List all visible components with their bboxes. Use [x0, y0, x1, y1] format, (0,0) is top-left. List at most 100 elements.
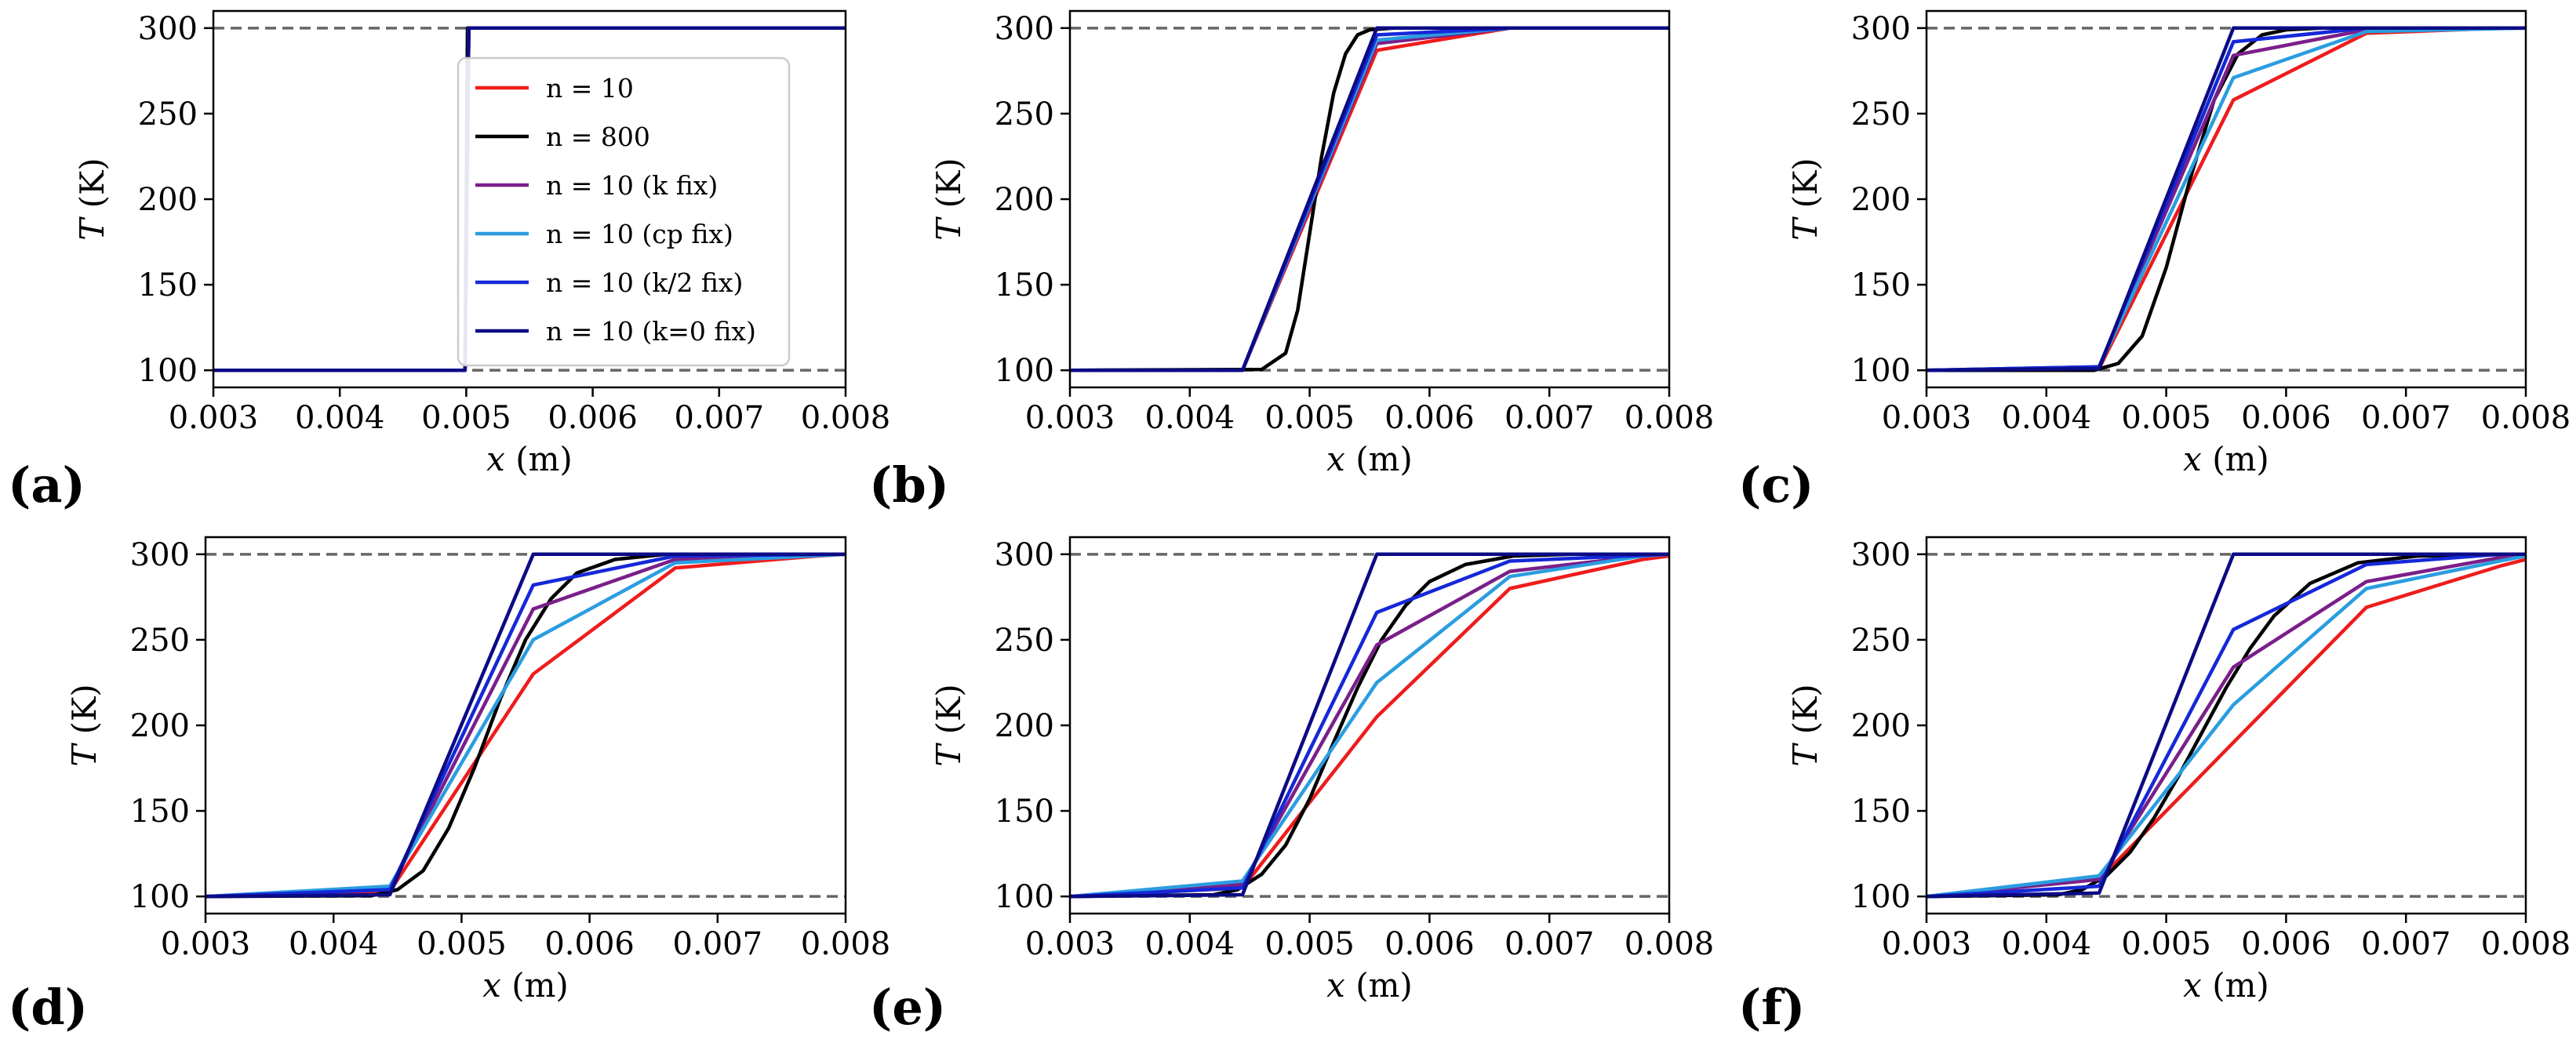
y-axis-label: T (K) [1786, 158, 1825, 241]
y-axis-label: T (K) [65, 684, 104, 767]
y-tick-label: 150 [995, 794, 1054, 830]
x-tick-label: 0.004 [1145, 400, 1235, 436]
x-tick-label: 0.007 [2361, 926, 2451, 962]
axes-frame [1925, 9, 2527, 389]
legend-entry: n = 800 [475, 122, 650, 152]
series-line-n-800 [206, 552, 846, 899]
x-tick-label: 0.005 [2121, 926, 2211, 962]
x-tick-label: 0.004 [289, 926, 379, 962]
x-tick-label: 0.006 [2241, 400, 2331, 436]
y-tick-label: 200 [1851, 708, 1911, 744]
x-tick-label: 0.008 [2481, 926, 2571, 962]
series-line-n-10 [206, 552, 846, 899]
x-axis-label: x (m) [486, 440, 573, 478]
y-tick-label: 250 [995, 623, 1054, 659]
y-tick-label: 100 [138, 353, 198, 389]
x-tick-label: 0.005 [1264, 926, 1355, 962]
y-tick-label: 250 [1851, 623, 1911, 659]
x-tick-label: 0.003 [1025, 926, 1115, 962]
y-tick-label: 200 [1851, 182, 1911, 218]
x-tick-label: 0.007 [1504, 400, 1595, 436]
y-tick-label: 100 [995, 353, 1054, 389]
legend-entry: n = 10 [475, 73, 634, 104]
axes-frame [204, 536, 847, 915]
panel-label: (d) [8, 979, 88, 1036]
legend-label: n = 10 (cp fix) [546, 219, 733, 249]
panel-label: (f) [1738, 979, 1805, 1036]
series-group [1070, 26, 1669, 372]
panel-label: (e) [869, 979, 946, 1036]
x-tick-label: 0.007 [2361, 400, 2451, 436]
y-tick-label: 200 [130, 708, 190, 744]
series-line-n-10-k-2-fix- [206, 552, 846, 899]
x-tick-label: 0.007 [1504, 926, 1595, 962]
panel-c: 0.003 0.004 0.005 0.006 0.007 0.008 100 150 200 2… [1738, 9, 2571, 514]
series-line-n-10-k-0-fix- [1927, 552, 2526, 899]
panel-d: 0.003 0.004 0.005 0.006 0.007 0.008 100 150 200 2… [8, 536, 890, 1036]
y-axis-label: T (K) [930, 158, 968, 241]
x-tick-label: 0.004 [2002, 400, 2092, 436]
series-line-n-10-k-0-fix- [206, 552, 846, 899]
x-tick-label: 0.007 [673, 926, 763, 962]
x-tick-label: 0.003 [1025, 400, 1115, 436]
y-tick-label: 250 [1851, 96, 1911, 133]
x-tick-label: 0.004 [1145, 926, 1235, 962]
y-tick-label: 300 [995, 537, 1054, 573]
panel-f: 0.003 0.004 0.005 0.006 0.007 0.008 100 150 200 2… [1738, 536, 2571, 1036]
series-line-n-800 [1927, 552, 2526, 899]
x-axis-label: x (m) [1326, 966, 1413, 1005]
y-tick-label: 150 [1851, 267, 1911, 303]
y-tick-label: 150 [1851, 794, 1911, 830]
y-axis-label: T (K) [930, 684, 968, 767]
legend-entry: n = 10 (k=0 fix) [475, 316, 756, 347]
x-tick-label: 0.003 [1882, 926, 1972, 962]
legend-box [457, 56, 791, 367]
series-line-n-10 [1927, 558, 2526, 899]
x-tick-label: 0.005 [2121, 400, 2211, 436]
series-line-n-10-k-2-fix- [1070, 552, 1669, 899]
x-tick-label: 0.004 [2002, 926, 2092, 962]
legend-entry: n = 10 (cp fix) [475, 219, 733, 249]
legend-label: n = 10 [546, 73, 634, 104]
series-line-n-10-k-0-fix- [1070, 26, 1669, 372]
y-tick-label: 300 [138, 11, 198, 47]
legend-entry: n = 10 (k fix) [475, 170, 718, 201]
y-tick-label: 150 [138, 267, 198, 303]
y-tick-label: 250 [138, 96, 198, 133]
panel-b: 0.003 0.004 0.005 0.006 0.007 0.008 100 150 200 2… [869, 9, 1715, 514]
series-line-n-10 [1070, 554, 1669, 899]
y-tick-label: 100 [1851, 353, 1911, 389]
panel-label: (b) [869, 456, 949, 514]
y-tick-label: 300 [1851, 537, 1911, 573]
legend-label: n = 10 (k=0 fix) [546, 316, 756, 347]
x-axis-label: x (m) [2183, 966, 2269, 1005]
y-tick-label: 300 [1851, 11, 1911, 47]
x-tick-label: 0.003 [1882, 400, 1972, 436]
x-axis-label: x (m) [2183, 440, 2269, 478]
y-tick-label: 250 [130, 623, 190, 659]
legend-label: n = 10 (k/2 fix) [546, 267, 743, 298]
series-line-n-10-k-fix- [1070, 26, 1669, 372]
series-line-n-800 [1927, 26, 2526, 372]
panel-e: 0.003 0.004 0.005 0.006 0.007 0.008 100 150 200 2… [869, 536, 1714, 1036]
axes-frame [1925, 536, 2527, 915]
x-tick-label: 0.003 [161, 926, 251, 962]
series-line-n-10-k-2-fix- [1927, 552, 2526, 899]
series-group [1927, 26, 2526, 372]
series-group [1070, 552, 1669, 899]
y-tick-label: 150 [130, 794, 190, 830]
series-line-n-10-k-2-fix- [1070, 26, 1669, 372]
x-tick-label: 0.008 [1625, 400, 1715, 436]
x-tick-label: 0.007 [675, 400, 765, 436]
series-group [1927, 552, 2526, 899]
y-tick-label: 100 [995, 879, 1054, 915]
y-tick-label: 100 [1851, 879, 1911, 915]
y-axis-label: T (K) [73, 158, 111, 241]
y-tick-label: 200 [995, 182, 1054, 218]
series-line-n-10-k-0-fix- [1070, 552, 1669, 899]
y-tick-label: 150 [995, 267, 1054, 303]
series-line-n-800 [1070, 26, 1669, 372]
series-line-n-10-k-fix- [206, 552, 846, 899]
x-tick-label: 0.003 [169, 400, 259, 436]
